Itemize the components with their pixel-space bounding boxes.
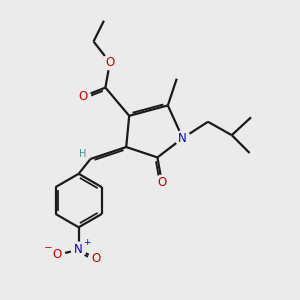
Text: H: H xyxy=(79,148,86,159)
Circle shape xyxy=(88,251,103,266)
Text: N: N xyxy=(74,243,83,256)
Text: O: O xyxy=(52,248,62,261)
Circle shape xyxy=(76,89,91,104)
Text: O: O xyxy=(79,90,88,103)
Text: O: O xyxy=(105,56,115,69)
Circle shape xyxy=(102,55,117,70)
Text: N: N xyxy=(178,132,187,145)
Circle shape xyxy=(175,131,190,146)
Text: −: − xyxy=(44,243,53,254)
Text: O: O xyxy=(91,252,101,265)
Circle shape xyxy=(50,248,65,262)
Circle shape xyxy=(154,175,169,190)
Circle shape xyxy=(71,242,86,257)
Text: +: + xyxy=(83,238,91,247)
Text: O: O xyxy=(157,176,167,189)
